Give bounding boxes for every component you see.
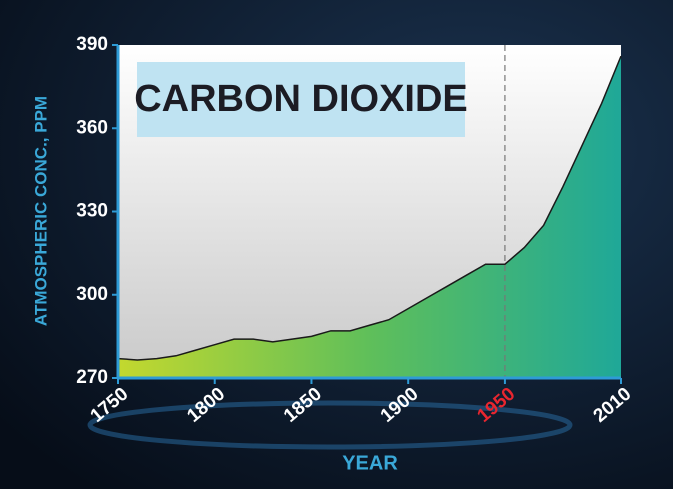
chart-title: CARBON DIOXIDE xyxy=(134,78,468,120)
chart: CARBON DIOXIDE ATMOSPHERIC CONC., PPM YE… xyxy=(0,0,673,489)
y-tick-label: 390 xyxy=(76,34,108,55)
x-axis-label: YEAR xyxy=(342,452,398,474)
y-axis-label: ATMOSPHERIC CONC., PPM xyxy=(31,96,50,326)
y-tick-label: 360 xyxy=(76,117,108,138)
y-tick-label: 270 xyxy=(76,367,108,388)
y-tick-label: 300 xyxy=(76,284,108,305)
y-tick-label: 330 xyxy=(76,201,108,222)
